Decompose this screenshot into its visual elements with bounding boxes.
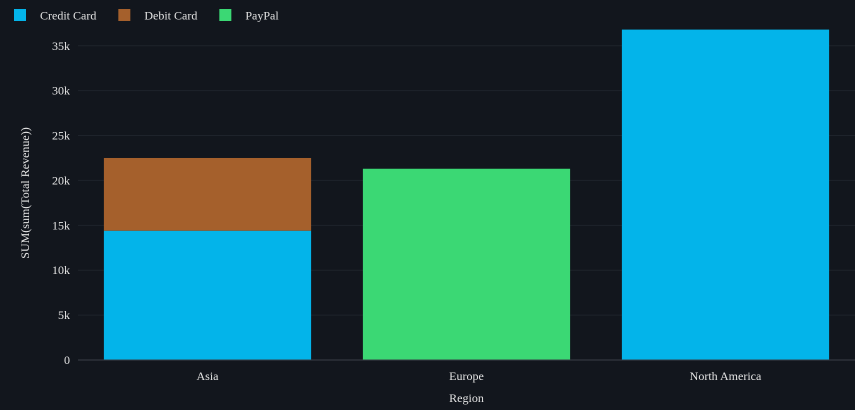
y-tick-label: 0 xyxy=(64,353,70,367)
legend-swatch xyxy=(219,9,232,21)
legend-label: Debit Card xyxy=(144,9,197,23)
legend: Credit Card Debit Card PayPal xyxy=(14,9,279,23)
y-tick-label: 20k xyxy=(52,173,70,187)
legend-label: Credit Card xyxy=(40,9,96,23)
bar-europe-paypal xyxy=(362,168,571,360)
y-tick-label: 15k xyxy=(52,218,70,232)
legend-label: PayPal xyxy=(245,9,279,23)
x-tick-label: North America xyxy=(690,369,762,383)
x-tick-label: Asia xyxy=(197,369,220,383)
y-axis-title: SUM(sum(Total Revenue)) xyxy=(18,127,32,258)
x-tick-label: Europe xyxy=(449,369,484,383)
bar-north-america-credit-card xyxy=(621,29,830,360)
axes: 0 5k 10k 15k 20k 25k 30k 35k Asia Europe North Ame… xyxy=(52,39,855,383)
legend-item: Debit Card xyxy=(118,9,197,23)
bar-asia-credit-card xyxy=(103,230,312,360)
legend-swatch xyxy=(118,9,131,21)
y-tick-label: 10k xyxy=(52,263,70,277)
legend-item: PayPal xyxy=(219,9,279,23)
bar-asia-debit-card xyxy=(103,157,312,231)
x-axis-title: Region xyxy=(449,391,484,405)
y-tick-label: 30k xyxy=(52,84,70,98)
bars xyxy=(103,29,830,360)
legend-swatch xyxy=(14,9,26,21)
y-tick-label: 35k xyxy=(52,39,70,53)
legend-item: Credit Card xyxy=(14,9,96,23)
y-tick-label: 25k xyxy=(52,129,70,143)
y-tick-label: 5k xyxy=(58,308,70,322)
